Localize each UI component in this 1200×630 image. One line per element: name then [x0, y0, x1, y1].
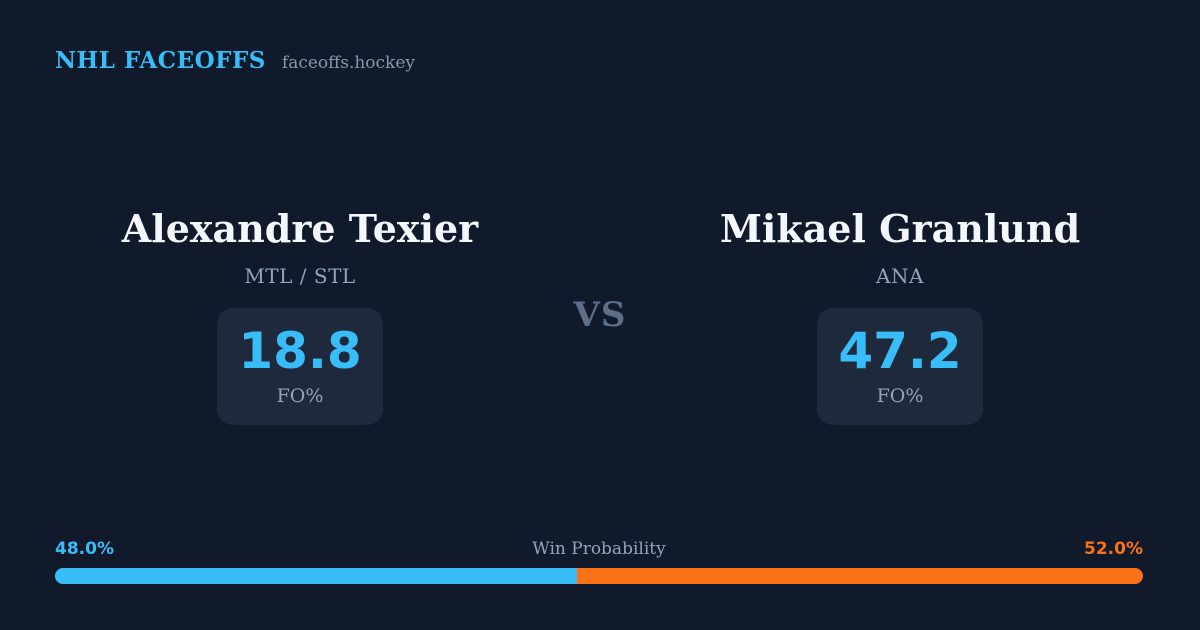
player-left-name: Alexandre Texier — [121, 206, 479, 251]
site-url-text: faceoffs.hockey — [281, 53, 416, 73]
player-right-name: Mikael Granlund — [719, 206, 1081, 251]
player-right-team: ANA — [876, 263, 924, 288]
vs-label: VS — [573, 295, 627, 335]
player-left-stat-value: 18.8 — [238, 321, 362, 380]
brand-logo-text: NHL FACEOFFS — [55, 47, 266, 74]
header: NHL FACEOFFS faceoffs.hockey — [55, 47, 415, 74]
win-probability-labels: 48.0% Win Probability 52.0% — [55, 539, 1143, 559]
player-left-stat-card: 18.8 FO% — [217, 307, 383, 425]
win-probability-section: 48.0% Win Probability 52.0% — [55, 539, 1143, 584]
win-probability-title: Win Probability — [532, 539, 666, 559]
player-right-stat-value: 47.2 — [838, 321, 962, 380]
player-left-team: MTL / STL — [244, 263, 356, 288]
win-probability-bar-left-segment — [55, 568, 578, 584]
win-probability-bar-right-segment — [577, 568, 1143, 584]
player-left-stat-label: FO% — [276, 384, 324, 407]
win-probability-bar — [55, 568, 1143, 584]
player-right-stat-label: FO% — [876, 384, 924, 407]
player-left: Alexandre Texier MTL / STL 18.8 FO% — [0, 207, 600, 425]
player-right-stat-card: 47.2 FO% — [817, 307, 983, 425]
player-right: Mikael Granlund ANA 47.2 FO% — [600, 207, 1200, 425]
win-probability-right-value: 52.0% — [1084, 539, 1143, 559]
win-probability-left-value: 48.0% — [55, 539, 114, 559]
